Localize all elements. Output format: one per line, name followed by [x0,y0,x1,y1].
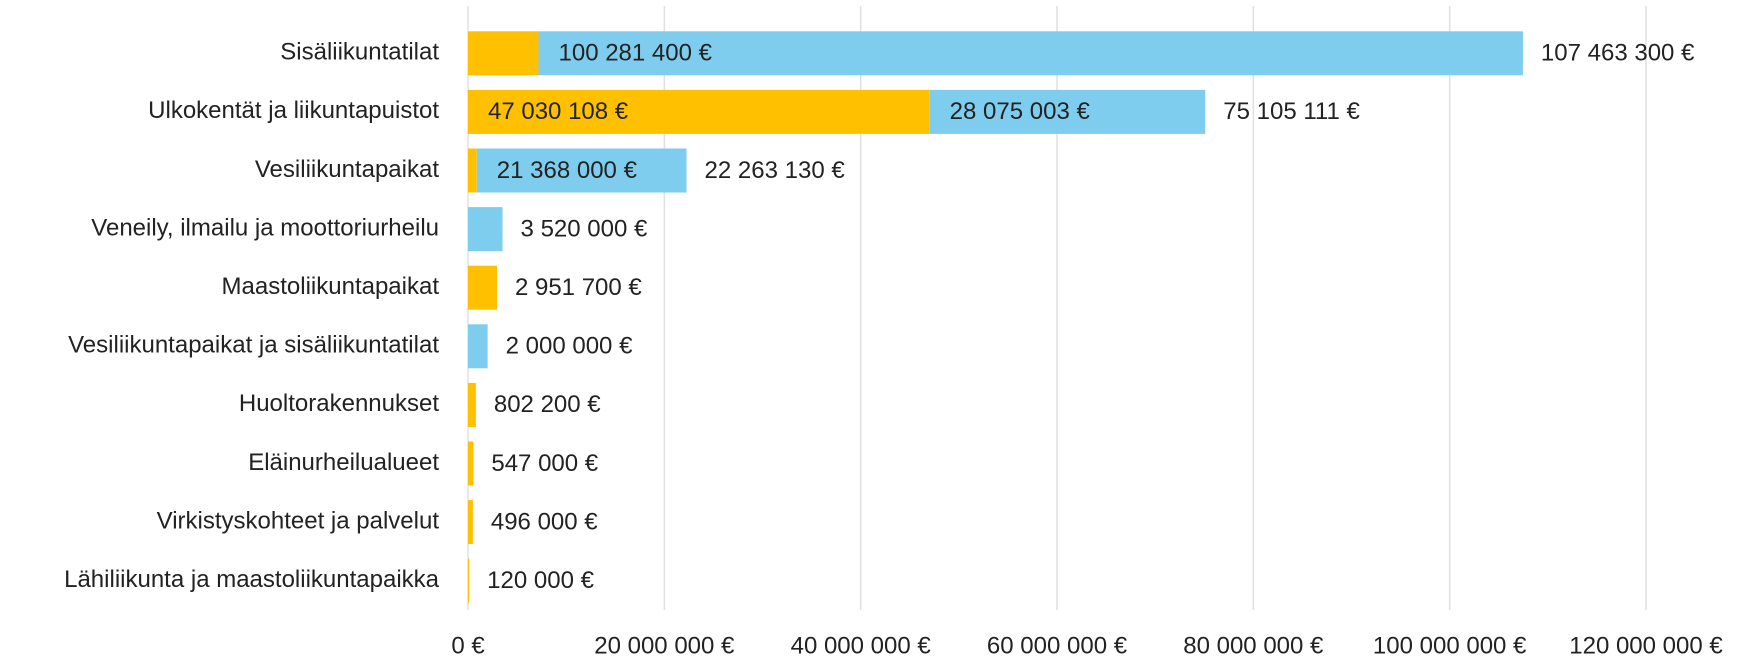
bar-segment [468,324,488,369]
category-label: Lähiliikunta ja maastoliikuntapaikka [64,566,440,593]
bar-segment [468,31,539,76]
category-label: Sisäliikuntatilat [280,39,439,66]
bar-segment [929,89,1206,134]
category-label: Vesiliikuntapaikat ja sisäliikuntatilat [68,332,439,359]
total-label: 496 000 € [491,508,598,535]
bar-segment [468,500,473,545]
x-tick-label: 120 000 000 € [1569,632,1723,659]
bar-segment [468,265,497,310]
x-tick-label: 80 000 000 € [1183,632,1324,659]
x-tick-label: 0 € [451,632,485,659]
bar-segment [468,382,476,427]
bar-segment [468,441,474,486]
category-label: Veneily, ilmailu ja moottoriurheilu [91,214,439,241]
category-label: Virkistyskohteet ja palvelut [157,507,440,534]
value-label: 21 368 000 € [497,157,638,184]
total-label: 802 200 € [494,391,601,418]
x-tick-label: 60 000 000 € [987,632,1128,659]
bar-segment [468,558,470,603]
total-label: 75 105 111 € [1223,98,1360,125]
value-label: 47 030 108 € [488,98,629,125]
category-label: Maastoliikuntapaikat [222,273,440,300]
total-label: 3 520 000 € [521,215,648,242]
total-label: 2 951 700 € [515,274,642,301]
category-label: Ulkokentät ja liikuntapuistot [148,97,439,124]
x-tick-label: 20 000 000 € [594,632,735,659]
x-tick-label: 100 000 000 € [1373,632,1527,659]
category-label: Eläinurheilualueet [248,449,439,476]
bar-segment [476,148,687,193]
value-label: 28 075 003 € [950,98,1091,125]
total-label: 547 000 € [491,450,598,477]
total-label: 22 263 130 € [705,157,846,184]
x-tick-label: 40 000 000 € [791,632,932,659]
bar-segment [468,148,477,193]
bar-segment [538,31,1523,76]
total-label: 120 000 € [487,567,594,594]
category-label: Vesiliikuntapaikat [255,156,439,183]
value-label: 100 281 400 € [559,40,713,67]
category-label: Huoltorakennukset [239,390,439,417]
total-label: 2 000 000 € [506,333,633,360]
bar-segment [468,207,503,252]
bar-segment [468,89,930,134]
total-label: 107 463 300 € [1541,40,1695,67]
